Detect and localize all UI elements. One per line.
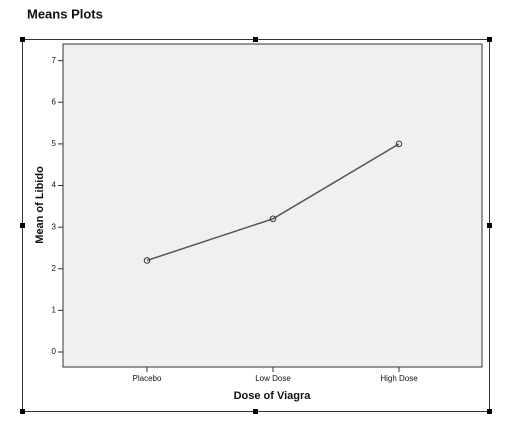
line <box>146 143 400 262</box>
point <box>269 215 277 223</box>
x-tick-label: Low Dose <box>255 374 291 383</box>
page-title: Means Plots <box>27 6 103 21</box>
point <box>143 257 151 264</box>
x-axis-label: Dose of Viagra <box>234 390 312 402</box>
y-tick-label: 3 <box>52 222 57 231</box>
plot-area <box>62 43 483 368</box>
y-tick-label: 7 <box>52 56 57 65</box>
y-axis-label: Mean of Libido <box>34 166 46 244</box>
frame-handles <box>20 37 492 414</box>
y-tick-label: 2 <box>52 264 57 273</box>
x-tick-label: High Dose <box>380 374 418 383</box>
y-tick-label: 5 <box>52 139 57 148</box>
y-tick-label: 6 <box>52 97 57 106</box>
point <box>395 140 403 148</box>
y-tick-label: 1 <box>52 306 57 315</box>
x-tick-label: Placebo <box>133 374 162 383</box>
y-tick-label: 4 <box>52 181 57 190</box>
y-tick-label: 0 <box>52 347 57 356</box>
